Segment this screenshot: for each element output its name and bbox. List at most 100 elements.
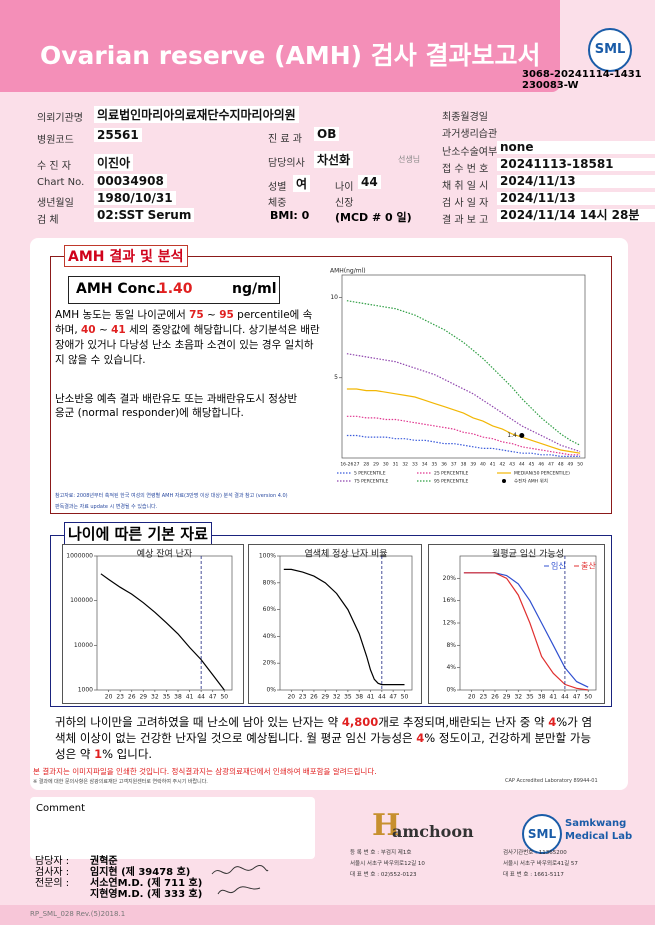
value: 20241113-18581 xyxy=(497,158,655,171)
label: 생년월일 xyxy=(37,198,74,209)
y-tick-label: 8% xyxy=(446,642,456,649)
label: 신장 xyxy=(335,198,354,209)
x-tick-label: 16-26 xyxy=(340,462,353,468)
interpretation: AMH 농도는 동일 나이군에서 75 ~ 95 percentile에 속하며… xyxy=(55,308,320,368)
label: 나이 xyxy=(335,182,354,193)
inquiry: ※ 결과에 대한 문의사항은 삼광의료재단 고객지원센터로 연락하여 주시기 바… xyxy=(33,779,208,785)
label: 병원코드 xyxy=(37,135,74,146)
label: 난소수술여부 xyxy=(442,147,498,158)
chart-title: 월평균 임신 가능성 xyxy=(492,548,564,560)
x-tick-label: 26 xyxy=(128,694,136,701)
y-tick-label: 10000 xyxy=(74,642,93,649)
value: 2024/11/13 xyxy=(497,175,655,188)
text: 개로 추정되며,배란되는 난자 중 약 xyxy=(378,715,549,729)
plot-area xyxy=(459,555,597,691)
y-tick-label: 10 xyxy=(330,294,338,301)
chart-title: 예상 잔여 난자 xyxy=(137,548,193,560)
x-tick-label: 39 xyxy=(470,462,476,468)
y-tick-label: 40% xyxy=(263,633,277,640)
signer: 권혁준 xyxy=(90,856,118,867)
value: 25561 xyxy=(94,128,142,142)
x-tick-label: 32 xyxy=(402,462,408,468)
x-tick-label: 31 xyxy=(393,462,399,468)
label: 수 진 자 xyxy=(37,161,71,172)
x-tick-label: 35 xyxy=(344,694,352,701)
footnote: 참고자료: 2008년부터 축적된 한국 여성의 연령별 AMH 자료(3만명 … xyxy=(55,493,288,499)
label: 접 수 번 호 xyxy=(442,164,489,175)
legend-label: 출산 xyxy=(581,561,596,571)
x-tick-label: 37 xyxy=(451,462,457,468)
plot-area xyxy=(96,555,233,691)
value: 1980/10/31 xyxy=(94,191,176,205)
comment-label: Comment xyxy=(36,803,85,814)
value: 2024/11/14 14시 28분 xyxy=(497,209,655,222)
address-line: 검사기관번호 : 11365200 xyxy=(503,850,567,856)
chart-box xyxy=(428,544,605,704)
legend-label: MEDIAN(50 PERCENTILE) xyxy=(514,471,570,477)
x-tick-label: 47 xyxy=(573,694,581,701)
x-tick-label: 26 xyxy=(491,694,499,701)
value: none xyxy=(497,141,655,154)
x-tick-label: 47 xyxy=(548,462,554,468)
y-tick-label: 0% xyxy=(446,687,456,694)
value-label: 1.4 xyxy=(507,432,517,439)
x-tick-label: 38 xyxy=(538,694,546,701)
plot-area xyxy=(341,274,586,459)
amh-box xyxy=(50,256,612,514)
x-tick-label: 50 xyxy=(220,694,228,701)
chart-box xyxy=(248,544,422,704)
text: AMH 농도는 동일 나이군에서 xyxy=(55,309,190,321)
series-line xyxy=(283,568,405,686)
address-line: 대 표 번 호 : 1661-5117 xyxy=(503,872,564,878)
y-tick-label: 20% xyxy=(443,575,457,582)
x-tick-label: 38 xyxy=(461,462,467,468)
legend-label: 5 PERCENTILE xyxy=(354,471,386,477)
x-tick-label: 23 xyxy=(479,694,487,701)
header-band xyxy=(0,0,560,92)
text: 세의 중앙값에 해당합니다. 상기분석은 배란장애가 있거나 다낭성 난소 초음… xyxy=(55,324,320,366)
series-line xyxy=(346,300,581,446)
y-label: AMH(ng/ml) xyxy=(330,268,366,275)
signer: 임지현 (제 39478 호) xyxy=(90,867,191,878)
x-tick-label: 35 xyxy=(431,462,437,468)
y-tick-label: 100% xyxy=(259,553,276,560)
x-tick-label: 50 xyxy=(401,694,409,701)
value: 00034908 xyxy=(94,174,167,188)
footnote: 판독결과는 자료 update 시 변경될 수 있습니다. xyxy=(55,504,158,510)
address-line: 서울시 서초구 바우뫼로12길 10 xyxy=(350,861,425,867)
label: 과거생리습관 xyxy=(442,129,498,140)
x-tick-label: 32 xyxy=(151,694,159,701)
legend-swatch xyxy=(502,479,506,483)
highlight: 4 xyxy=(416,731,425,745)
address-line: 서울시 서초구 바우뫼로41길 57 xyxy=(503,861,578,867)
series-line xyxy=(346,353,581,453)
x-tick-label: 44 xyxy=(561,694,569,701)
value: 여 xyxy=(293,175,311,192)
x-tick-label: 27 xyxy=(354,462,360,468)
label: 성별 xyxy=(268,182,287,193)
x-tick-label: 20 xyxy=(287,694,295,701)
x-tick-label: 20 xyxy=(468,694,476,701)
signer: 지현영M.D. (제 333 호) xyxy=(90,889,203,900)
value: (MCD # 0 일) xyxy=(335,211,412,224)
label: 선생님 xyxy=(398,155,421,164)
y-tick-label: 4% xyxy=(446,664,456,671)
x-tick-label: 41 xyxy=(549,694,557,701)
text: percentile에 속하며, xyxy=(55,309,313,336)
text: ~ xyxy=(95,324,112,336)
response: 난소반응 예측 결과 배란유도 또는 과배란유도시 정상반응군 (normal … xyxy=(55,393,298,419)
signer: 서소연M.D. (제 711 호) xyxy=(90,878,203,889)
series-line xyxy=(463,572,589,691)
x-tick-label: 20 xyxy=(105,694,113,701)
hamchoon-h: H xyxy=(372,808,401,843)
conc-label: AMH Conc. xyxy=(76,281,161,297)
text: ~ xyxy=(203,309,220,321)
section-title: AMH 결과 및 분석 xyxy=(64,245,188,267)
x-tick-label: 32 xyxy=(514,694,522,701)
chart-box xyxy=(62,544,244,704)
x-tick-label: 30 xyxy=(383,462,389,468)
highlight: 4 xyxy=(548,715,557,729)
label: 체중 xyxy=(268,198,287,209)
